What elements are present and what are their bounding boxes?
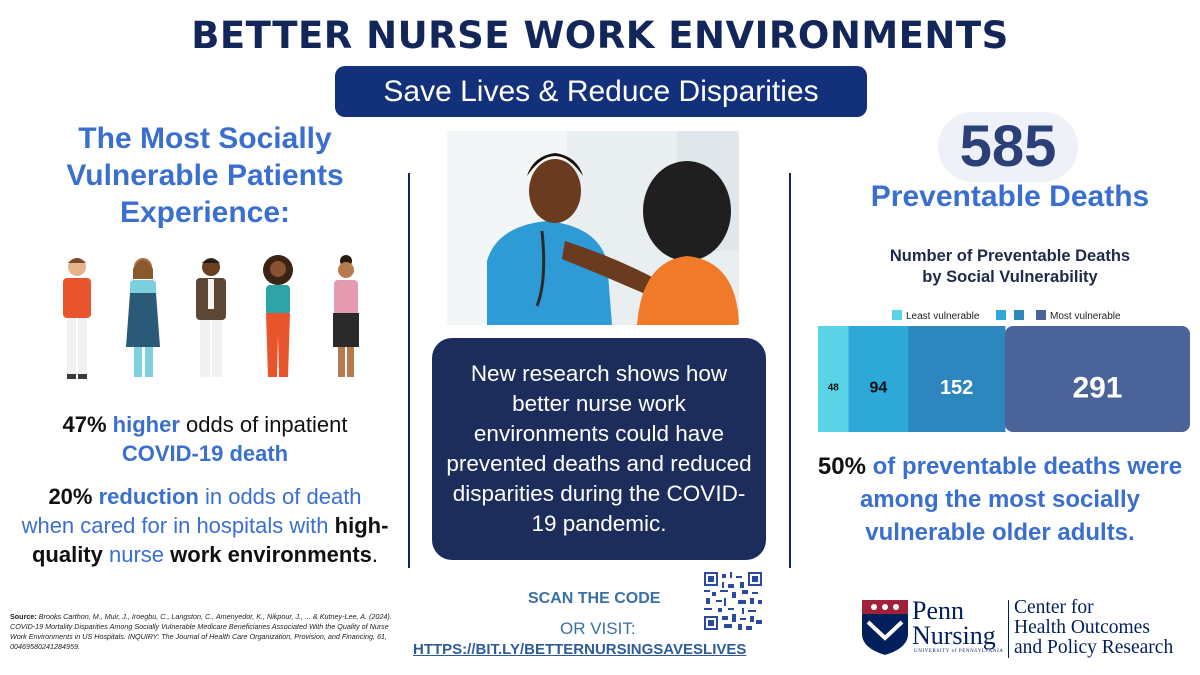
research-text: New research shows how better nurse work… [446,361,752,536]
bar-segment [1004,326,1190,432]
page-title: BETTER NURSE WORK ENVIRONMENTS [191,14,1009,57]
legend-swatch [996,310,1006,320]
preventable-deaths-count: 585 [959,114,1057,179]
legend-swatch [892,310,902,320]
center-logo-text: Center for Health Outcomes and Policy Re… [1014,598,1173,658]
bar-segment [848,326,909,432]
or-visit-label: OR VISIT: [560,619,636,638]
stat1-percent: 47% [62,412,107,437]
penn-subtitle: UNIVERSITY of PENNSYLVANIA [914,649,1004,654]
research-callout: New research shows how better nurse work… [432,338,766,560]
stat1-text-a: odds of inpatient [186,412,348,437]
penn-wordmark: Penn Nursing [912,596,996,650]
stat1-text-b: COVID-19 death [121,441,289,466]
stat1-emphasis: higher [112,412,180,437]
bar-value-label: 48 [828,383,840,394]
person-icon [63,258,91,379]
left-heading: The Most Socially Vulnerable Patients Ex… [66,122,344,229]
center-line-2: Health Outcomes [1014,617,1150,638]
source-citation: Source: Brooks Carthon, M., Muir, J., Ir… [10,612,400,652]
chart-title-line-2: by Social Vulnerability [922,268,1098,286]
qr-code-icon[interactable] [704,572,762,630]
bar-value-label: 152 [940,377,973,399]
person-icon [333,255,359,377]
penn-word: Penn [912,596,964,625]
stat2-percent: 20% [48,484,93,509]
conclusion-body: of preventable deaths were among the mos… [859,453,1183,546]
scan-code-label: SCAN THE CODE [528,590,661,607]
conclusion-text: 50% of preventable deaths were among the… [800,450,1200,549]
stat2-bold-a: high-quality [31,513,389,567]
source-text: Brooks Carthon, M., Muir, J., Iroegbu, C… [10,612,392,651]
chart-title-line-1: Number of Preventable Deaths [889,247,1131,265]
center-line-3: and Policy Research [1014,637,1174,658]
person-icon [263,255,293,377]
preventable-deaths-label: Preventable Deaths [870,180,1150,213]
stat2-text-a: in odds of death when cared for in hospi… [21,484,362,538]
legend-swatch [1014,310,1024,320]
stat2-end: . [371,542,379,567]
conclusion-percent: 50% [817,453,866,480]
stat2-emphasis: reduction [98,484,199,509]
stat2-bold-b: work environments [170,542,372,567]
person-icon [126,258,160,377]
legend-label: Most vulnerable [1050,311,1121,322]
bar-value-label: 291 [1072,372,1122,405]
column-divider [789,173,791,568]
bar-segment [818,326,850,432]
vulnerability-bar-chart: Least vulnerable Most vulnerable 48 94 152 29… [818,310,1190,432]
legend-label: Least vulnerable [906,311,980,322]
nursing-word: Nursing [912,621,996,650]
column-divider [408,173,410,568]
chart-title: Number of Preventable Deaths by Social V… [830,246,1190,288]
stat-reduction: 20% reduction in odds of death when care… [20,482,390,569]
center-line-1: Center for [1014,597,1094,618]
penn-nursing-logo: Penn Nursing UNIVERSITY of PENNSYLVANIA [862,598,1007,660]
subtitle-banner: Save Lives & Reduce Disparities [335,66,867,117]
nurse-patient-photo [447,131,739,325]
stat2-text-b: nurse [109,542,165,567]
patients-illustration [63,255,359,379]
penn-shield-icon [862,600,908,655]
bar-segment [908,326,1006,432]
big-number-bubble [938,112,1078,182]
legend-swatch [1036,310,1046,320]
bar-value-label: 94 [870,380,888,397]
stat-higher-odds: 47% higher odds of inpatient COVID-19 de… [20,410,390,468]
source-label: Source: [10,612,37,621]
bitly-link[interactable]: HTTPS://BIT.LY/BETTERNURSINGSAVESLIVES [413,641,747,658]
logo-divider [1008,600,1009,658]
person-icon [196,258,226,377]
subtitle-text: Save Lives & Reduce Disparities [383,74,819,108]
